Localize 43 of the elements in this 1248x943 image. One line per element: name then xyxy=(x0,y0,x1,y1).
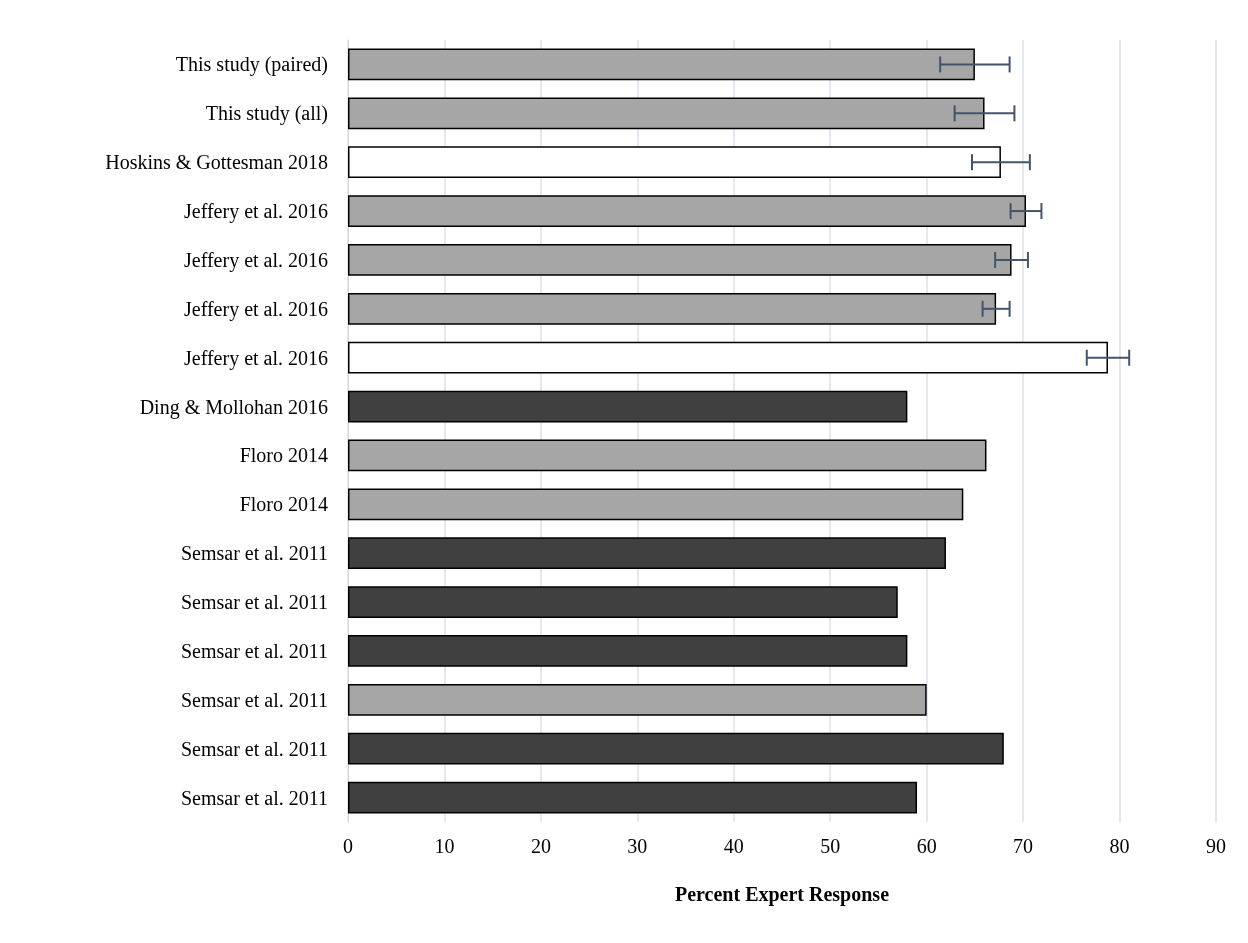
y-tick-label: Floro 2014 xyxy=(239,444,328,467)
bar xyxy=(348,195,1026,227)
bar xyxy=(348,683,927,716)
y-tick-label: This study (all) xyxy=(205,102,328,126)
bar xyxy=(348,488,964,521)
x-tick-label: 40 xyxy=(723,835,744,857)
y-tick-label: Floro 2014 xyxy=(239,493,328,516)
y-tick-label: This study (paired) xyxy=(175,53,328,77)
bar xyxy=(348,635,908,667)
bar xyxy=(348,439,987,472)
x-axis-title: Percent Expert Response xyxy=(674,883,890,906)
y-tick-label: Semsar et al. 2011 xyxy=(180,737,328,760)
x-tick-label: 90 xyxy=(1206,835,1226,857)
y-tick-label: Semsar et al. 2011 xyxy=(180,542,328,565)
x-tick-label: 60 xyxy=(916,835,937,857)
y-tick-label: Jeffery et al. 2016 xyxy=(183,297,328,321)
y-tick-label: Semsar et al. 2011 xyxy=(180,688,328,711)
y-tick-label: Ding & Mollohan 2016 xyxy=(139,395,328,419)
x-tick-label: 10 xyxy=(434,835,455,857)
bar xyxy=(348,292,997,325)
y-tick-label: Semsar et al. 2011 xyxy=(180,639,328,662)
y-tick-label: Jeffery et al. 2016 xyxy=(183,248,328,272)
x-tick-label: 50 xyxy=(820,835,841,857)
bar xyxy=(348,48,975,81)
x-tick-label: 20 xyxy=(530,835,551,857)
x-tick-label: 70 xyxy=(1013,835,1034,857)
bar xyxy=(348,97,985,130)
y-tick-label: Semsar et al. 2011 xyxy=(180,591,328,614)
bar xyxy=(348,781,918,814)
x-tick-label: 30 xyxy=(627,835,648,857)
bar xyxy=(348,732,1004,765)
bar xyxy=(348,146,1001,179)
bar xyxy=(348,390,908,423)
y-tick-label: Hoskins & Gottesman 2018 xyxy=(105,151,328,174)
bar xyxy=(348,244,1012,276)
x-tick-label: 80 xyxy=(1109,835,1130,857)
bar xyxy=(348,537,946,570)
y-tick-label: Jeffery et al. 2016 xyxy=(183,346,328,370)
y-tick-label: Jeffery et al. 2016 xyxy=(183,200,328,224)
bar xyxy=(348,586,898,618)
bar xyxy=(348,341,1108,374)
y-tick-label: Semsar et al. 2011 xyxy=(180,786,328,809)
x-tick-label: 0 xyxy=(343,835,353,857)
